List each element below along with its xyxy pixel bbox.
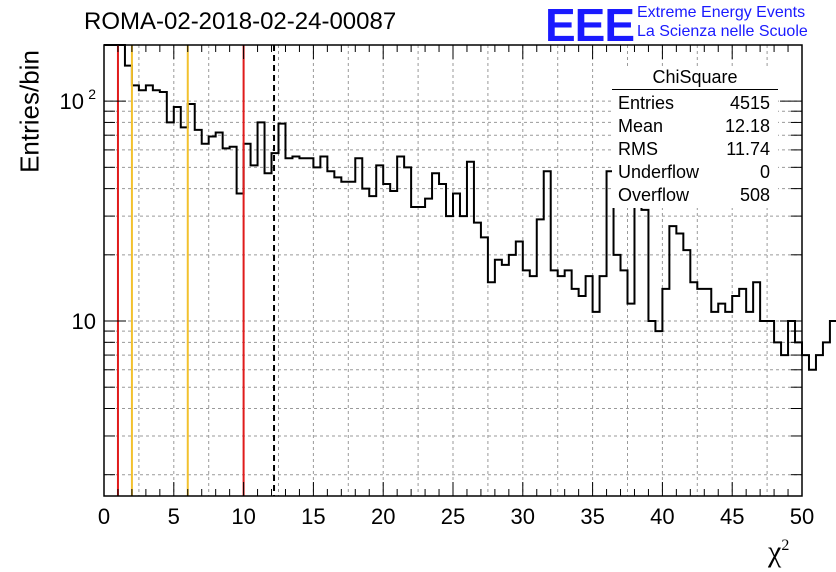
logo-line-1: Extreme Energy Events (637, 4, 806, 21)
y-tick-label-exponent: 2 (88, 86, 96, 102)
stats-value: 11.74 (726, 139, 770, 159)
stats-row-mean: Mean 12.18 (612, 116, 778, 139)
y-axis-label: Entries/bin (14, 50, 45, 173)
stats-value: 4515 (729, 93, 770, 113)
y-tick-label: 10 (72, 309, 96, 334)
grid-lines (104, 45, 802, 496)
stats-value: 0 (759, 162, 770, 182)
stats-row-underflow: Underflow 0 (612, 162, 778, 185)
plot-frame (103, 44, 803, 497)
stats-value: 508 (739, 185, 770, 205)
stats-label: RMS (618, 139, 658, 159)
histogram-line (104, 44, 836, 371)
eee-logo-text: Extreme Energy Events La Scienza nelle S… (637, 3, 808, 41)
x-tick-label: 35 (580, 504, 604, 529)
x-tick-label: 5 (168, 504, 180, 529)
x-tick-label: 45 (720, 504, 744, 529)
stats-row-entries: Entries 4515 (612, 93, 778, 116)
x-tick-label: 10 (231, 504, 255, 529)
stats-label: Underflow (618, 162, 700, 182)
stats-title: ChiSquare (612, 67, 778, 90)
logo-line-2: La Scienza nelle Scuole (637, 23, 808, 40)
stats-row-overflow: Overflow 508 (612, 185, 778, 208)
x-tick-label: 0 (98, 504, 110, 529)
x-tick-label: 50 (790, 504, 814, 529)
stats-row-rms: RMS 11.74 (612, 139, 778, 162)
x-tick-label: 20 (371, 504, 395, 529)
x-tick-label: 25 (441, 504, 465, 529)
stats-label: Entries (618, 93, 675, 113)
stats-value: 12.18 (724, 116, 770, 136)
x-tick-label: 40 (650, 504, 674, 529)
eee-logo: EEE (545, 0, 635, 51)
x-axis-label-base: χ (768, 535, 782, 568)
y-tick-label: 10 (60, 89, 84, 114)
x-tick-label: 30 (511, 504, 535, 529)
plot-title: ROMA-02-2018-02-24-00087 (84, 8, 397, 35)
stats-label: Mean (618, 116, 664, 136)
x-axis-label: χ2 (768, 535, 789, 569)
histogram-series (104, 44, 836, 371)
x-axis-label-sup: 2 (781, 537, 790, 554)
stats-label: Overflow (618, 185, 690, 205)
cut-lines (116, 45, 276, 496)
x-tick-label: 15 (301, 504, 325, 529)
stats-box: ChiSquare Entries 4515 Mean 12.18 RMS 11.74… (612, 67, 778, 208)
